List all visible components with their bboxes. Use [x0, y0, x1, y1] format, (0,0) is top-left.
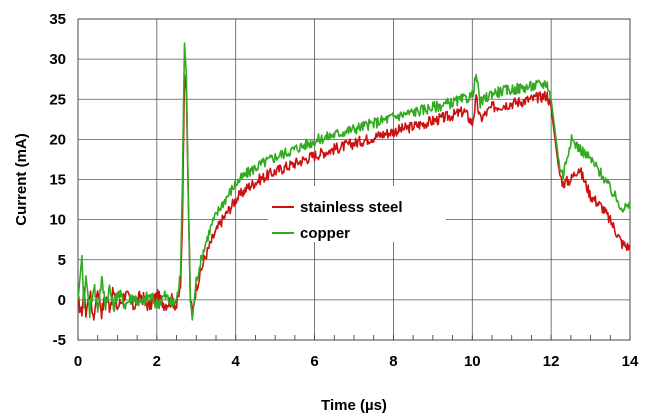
x-tick-label: 10: [464, 353, 481, 370]
y-tick-label: 30: [49, 51, 66, 68]
x-tick-label: 14: [622, 353, 639, 370]
grid: [77, 18, 631, 341]
x-tick-label: 2: [153, 353, 161, 370]
y-tick-label: 35: [49, 11, 66, 28]
x-tick-label: 6: [310, 353, 318, 370]
tick-layer: 0 2 4 6 8 10 12 14 -5 0 5 10 15 20 25 30 35: [49, 11, 639, 370]
y-axis-title: Current (mA): [13, 133, 30, 226]
x-tick-label: 4: [232, 353, 241, 370]
x-tick-label: 12: [543, 353, 560, 370]
legend: stainless steel copper: [268, 186, 446, 242]
x-tick-label: 0: [74, 353, 82, 370]
y-tick-label: 10: [49, 212, 66, 229]
y-tick-label: 5: [58, 252, 66, 269]
y-tick-label: -5: [53, 332, 66, 349]
series-line-copper: [77, 42, 631, 321]
legend-label-stainless-steel: stainless steel: [300, 199, 403, 216]
y-tick-label: 20: [49, 131, 66, 148]
series-layer: [77, 42, 631, 321]
legend-background: [268, 186, 446, 242]
legend-label-copper: copper: [300, 225, 350, 242]
y-tick-label: 0: [58, 292, 66, 309]
x-axis-title: Time (µs): [321, 397, 387, 414]
y-tick-label: 15: [49, 172, 66, 189]
x-tick-label: 8: [389, 353, 397, 370]
y-tick-label: 25: [49, 91, 66, 108]
